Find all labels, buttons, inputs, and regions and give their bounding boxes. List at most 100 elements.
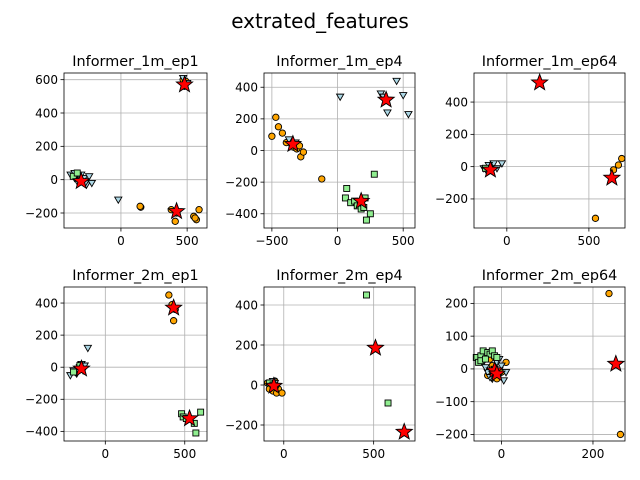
y-tick-label: −200 [435, 428, 468, 442]
triangle-marker [404, 111, 413, 119]
star-marker [264, 376, 284, 394]
star-marker [180, 408, 199, 427]
star-marker [530, 72, 549, 91]
square-marker [370, 170, 378, 178]
axes-frame [63, 72, 208, 229]
star-marker [606, 354, 626, 372]
y-tick-label: 0 [50, 173, 58, 187]
square-marker [384, 399, 392, 407]
square-marker [73, 169, 81, 177]
star-marker [351, 191, 371, 210]
x-tick-label: 500 [173, 447, 196, 461]
y-tick-label: 400 [235, 81, 258, 95]
triangle-marker [84, 173, 94, 181]
circle-marker [171, 217, 179, 225]
circle-marker [272, 113, 280, 121]
subplot-1: 0 500 −200 0 200 400 600 Informer_1m_ep1 [25, 54, 208, 248]
circle-marker [191, 214, 199, 222]
triangle-marker [284, 136, 294, 144]
triangle-marker [87, 179, 97, 188]
circle-marker [268, 132, 276, 140]
subplot-4: 0 500 −400 −200 0 200 400 Informer_2m_ep1 [25, 268, 208, 461]
subplot-2: −500 0 500 −400 −200 0 200 400 Informer_1m_ep4 [225, 54, 416, 248]
square-marker [192, 429, 200, 437]
x-tick-label: 500 [577, 234, 600, 248]
axes-frame [263, 286, 416, 442]
triangle-marker [113, 196, 123, 205]
circle-marker [591, 214, 600, 222]
y-tick-label: 200 [35, 328, 58, 342]
star-marker [366, 338, 385, 356]
y-tick-label: −200 [25, 393, 58, 407]
x-tick-label: −500 [255, 234, 288, 248]
x-tick-label: 0 [280, 447, 288, 461]
star-marker [481, 160, 500, 178]
subplot-5: 0 500 −200 0 200 400 Informer_2m_ep4 [225, 268, 416, 461]
triangle-marker [398, 92, 408, 100]
star-marker [602, 168, 622, 186]
x-tick-label: 200 [582, 447, 605, 461]
y-tick-label: 0 [50, 361, 58, 375]
square-marker [70, 368, 77, 376]
y-tick-label: 400 [35, 296, 58, 310]
y-tick-label: 400 [235, 298, 258, 312]
subplot-title: Informer_1m_ep4 [276, 54, 402, 70]
x-tick-label: 500 [362, 447, 385, 461]
x-tick-label: 0 [503, 234, 511, 248]
square-marker [341, 194, 349, 202]
circle-marker [614, 161, 623, 169]
x-tick-label: 500 [176, 234, 199, 248]
y-tick-label: −200 [225, 175, 258, 189]
y-tick-label: 0 [460, 160, 468, 174]
subplot-title: Informer_1m_ep1 [72, 54, 198, 70]
star-marker [175, 74, 194, 93]
square-marker [363, 291, 370, 299]
circle-marker [318, 175, 326, 183]
square-marker [493, 353, 501, 361]
x-tick-label: 0 [498, 447, 506, 461]
square-marker [366, 210, 374, 218]
y-tick-label: 200 [235, 338, 258, 352]
circle-marker [165, 291, 173, 299]
circle-marker [605, 289, 613, 298]
subplot-title: Informer_2m_ep64 [482, 268, 618, 284]
axes-frame [473, 286, 626, 442]
triangle-marker [383, 109, 392, 118]
subplot-title: Informer_2m_ep1 [72, 268, 198, 284]
circle-marker [136, 202, 144, 210]
y-tick-label: 200 [445, 297, 468, 311]
axes-frame [473, 72, 626, 229]
star-marker [283, 134, 303, 153]
square-marker [197, 408, 205, 416]
square-marker [362, 216, 370, 224]
x-tick-label: 0 [117, 234, 125, 248]
square-marker [343, 185, 351, 192]
y-tick-label: 400 [445, 95, 468, 109]
y-tick-label: 200 [445, 128, 468, 142]
circle-marker [299, 148, 308, 156]
star-marker [394, 422, 414, 440]
star-marker [167, 201, 186, 220]
circle-marker [169, 317, 178, 325]
figure-title: extrated_features [231, 9, 409, 33]
square-marker [481, 355, 489, 363]
circle-marker [278, 389, 286, 397]
y-tick-label: −200 [225, 418, 258, 432]
y-tick-label: 200 [235, 112, 258, 126]
triangle-marker [497, 362, 506, 371]
y-tick-label: −200 [25, 206, 58, 220]
circle-marker [278, 129, 287, 137]
x-tick-label: 0 [334, 234, 342, 248]
subplot-title: Informer_2m_ep4 [276, 268, 402, 284]
star-marker [71, 171, 91, 190]
star-marker [164, 298, 183, 316]
triangle-marker [497, 160, 507, 168]
y-tick-label: 100 [445, 329, 468, 343]
star-marker [72, 359, 91, 377]
y-tick-label: 0 [250, 144, 258, 158]
circle-marker [274, 123, 283, 131]
y-tick-label: −400 [225, 207, 258, 221]
y-tick-label: 0 [460, 362, 468, 376]
x-tick-label: 500 [392, 234, 415, 248]
